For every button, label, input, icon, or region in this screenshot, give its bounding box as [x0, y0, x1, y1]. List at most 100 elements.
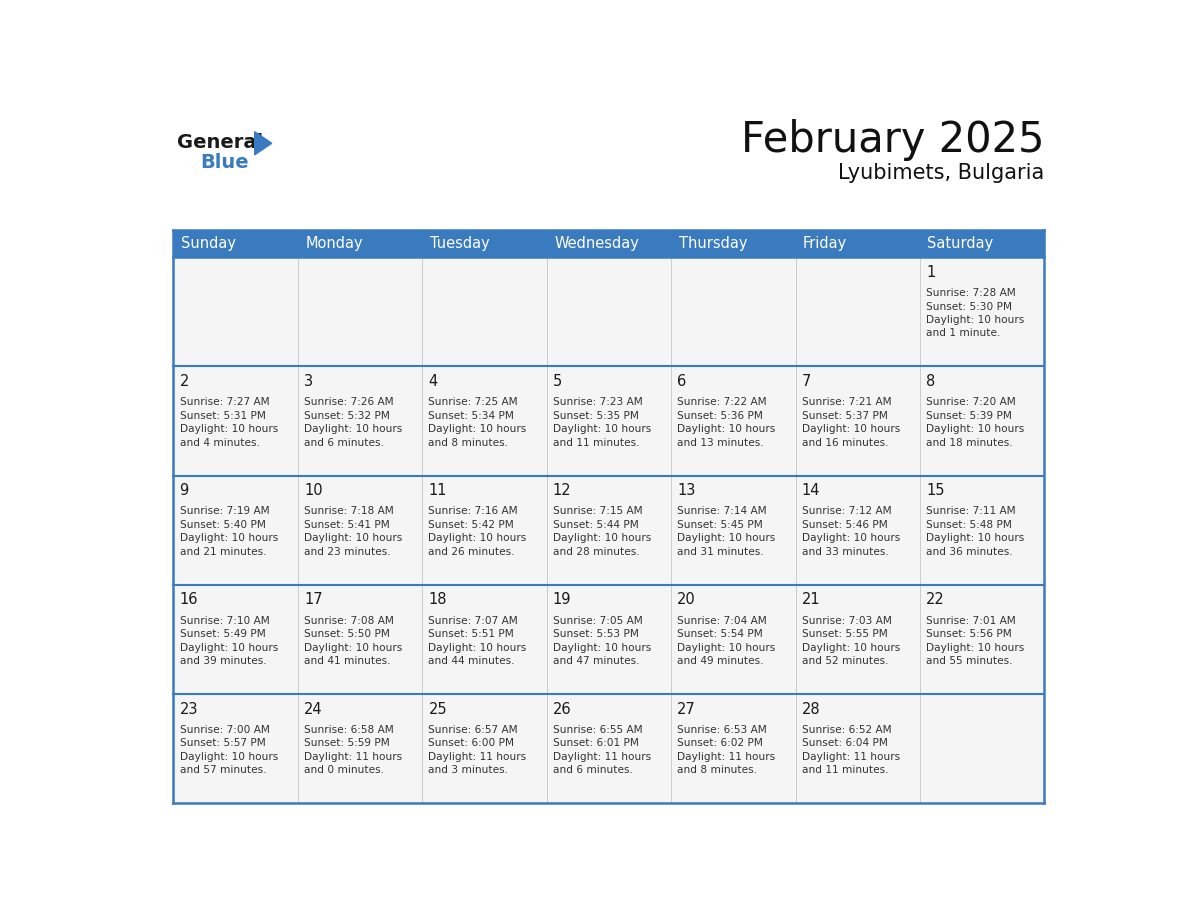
Text: and 8 minutes.: and 8 minutes.	[429, 438, 508, 448]
Text: Sunrise: 7:25 AM: Sunrise: 7:25 AM	[429, 397, 518, 408]
Text: Sunrise: 7:20 AM: Sunrise: 7:20 AM	[927, 397, 1016, 408]
Text: and 13 minutes.: and 13 minutes.	[677, 438, 764, 448]
Text: Lyubimets, Bulgaria: Lyubimets, Bulgaria	[839, 162, 1044, 183]
Text: and 55 minutes.: and 55 minutes.	[927, 656, 1012, 666]
Text: Sunrise: 7:07 AM: Sunrise: 7:07 AM	[429, 616, 518, 625]
Text: Sunrise: 7:27 AM: Sunrise: 7:27 AM	[179, 397, 270, 408]
Text: 19: 19	[552, 592, 571, 608]
Text: Sunrise: 6:57 AM: Sunrise: 6:57 AM	[429, 725, 518, 734]
Text: Sunrise: 7:05 AM: Sunrise: 7:05 AM	[552, 616, 643, 625]
Text: and 49 minutes.: and 49 minutes.	[677, 656, 764, 666]
Text: 10: 10	[304, 483, 323, 498]
Text: 8: 8	[927, 375, 935, 389]
Text: and 39 minutes.: and 39 minutes.	[179, 656, 266, 666]
Text: Tuesday: Tuesday	[430, 236, 489, 251]
Bar	[173, 585, 298, 694]
Text: 5: 5	[552, 375, 562, 389]
Text: Daylight: 10 hours: Daylight: 10 hours	[552, 424, 651, 434]
Text: 14: 14	[802, 483, 820, 498]
Bar	[298, 694, 422, 803]
Text: Sunset: 5:55 PM: Sunset: 5:55 PM	[802, 629, 887, 639]
Text: Sunrise: 7:18 AM: Sunrise: 7:18 AM	[304, 507, 393, 517]
Text: Sunset: 5:35 PM: Sunset: 5:35 PM	[552, 410, 639, 420]
Text: 22: 22	[927, 592, 944, 608]
Text: Sunset: 6:04 PM: Sunset: 6:04 PM	[802, 738, 887, 748]
Text: and 1 minute.: and 1 minute.	[927, 329, 1000, 339]
Bar	[422, 476, 546, 585]
Text: Sunset: 5:50 PM: Sunset: 5:50 PM	[304, 629, 390, 639]
Text: Daylight: 10 hours: Daylight: 10 hours	[429, 643, 526, 653]
Text: Sunrise: 6:52 AM: Sunrise: 6:52 AM	[802, 725, 891, 734]
Text: 21: 21	[802, 592, 821, 608]
Bar	[422, 366, 546, 476]
Text: and 31 minutes.: and 31 minutes.	[677, 547, 764, 557]
Text: 9: 9	[179, 483, 189, 498]
Text: Sunrise: 7:28 AM: Sunrise: 7:28 AM	[927, 288, 1016, 298]
Bar	[796, 585, 920, 694]
Text: 2: 2	[179, 375, 189, 389]
Text: Daylight: 10 hours: Daylight: 10 hours	[802, 424, 901, 434]
Bar	[546, 585, 671, 694]
Text: Sunrise: 7:10 AM: Sunrise: 7:10 AM	[179, 616, 270, 625]
Text: Sunset: 5:39 PM: Sunset: 5:39 PM	[927, 410, 1012, 420]
Text: 20: 20	[677, 592, 696, 608]
Text: Daylight: 10 hours: Daylight: 10 hours	[802, 643, 901, 653]
Text: Sunset: 5:48 PM: Sunset: 5:48 PM	[927, 520, 1012, 530]
Text: Sunset: 5:53 PM: Sunset: 5:53 PM	[552, 629, 639, 639]
Text: and 21 minutes.: and 21 minutes.	[179, 547, 266, 557]
Text: and 6 minutes.: and 6 minutes.	[552, 766, 633, 775]
Text: Sunrise: 7:23 AM: Sunrise: 7:23 AM	[552, 397, 643, 408]
Text: Daylight: 10 hours: Daylight: 10 hours	[429, 533, 526, 543]
Text: Sunrise: 7:08 AM: Sunrise: 7:08 AM	[304, 616, 394, 625]
Text: and 3 minutes.: and 3 minutes.	[429, 766, 508, 775]
Text: Sunset: 5:42 PM: Sunset: 5:42 PM	[429, 520, 514, 530]
Bar	[173, 694, 298, 803]
Text: and 11 minutes.: and 11 minutes.	[802, 766, 889, 775]
Text: Sunset: 5:34 PM: Sunset: 5:34 PM	[429, 410, 514, 420]
Bar	[546, 694, 671, 803]
Text: Daylight: 10 hours: Daylight: 10 hours	[179, 424, 278, 434]
Bar	[546, 230, 671, 257]
Text: and 6 minutes.: and 6 minutes.	[304, 438, 384, 448]
Text: Sunset: 5:31 PM: Sunset: 5:31 PM	[179, 410, 265, 420]
Bar	[920, 366, 1044, 476]
Text: and 8 minutes.: and 8 minutes.	[677, 766, 757, 775]
Text: 7: 7	[802, 375, 811, 389]
Text: 17: 17	[304, 592, 323, 608]
Text: 15: 15	[927, 483, 944, 498]
Text: Sunrise: 7:21 AM: Sunrise: 7:21 AM	[802, 397, 891, 408]
Text: Sunset: 5:57 PM: Sunset: 5:57 PM	[179, 738, 265, 748]
Text: Sunrise: 7:22 AM: Sunrise: 7:22 AM	[677, 397, 767, 408]
Text: Sunset: 5:56 PM: Sunset: 5:56 PM	[927, 629, 1012, 639]
Text: Thursday: Thursday	[678, 236, 747, 251]
Text: and 18 minutes.: and 18 minutes.	[927, 438, 1013, 448]
Text: 6: 6	[677, 375, 687, 389]
Text: Sunrise: 6:55 AM: Sunrise: 6:55 AM	[552, 725, 643, 734]
Text: Daylight: 11 hours: Daylight: 11 hours	[429, 752, 526, 762]
Bar	[298, 366, 422, 476]
Bar	[796, 476, 920, 585]
Bar	[298, 476, 422, 585]
Text: 16: 16	[179, 592, 198, 608]
Bar	[173, 230, 298, 257]
Text: Sunset: 5:44 PM: Sunset: 5:44 PM	[552, 520, 639, 530]
Text: Sunrise: 7:12 AM: Sunrise: 7:12 AM	[802, 507, 891, 517]
Text: Daylight: 10 hours: Daylight: 10 hours	[802, 533, 901, 543]
Bar	[298, 585, 422, 694]
Text: and 36 minutes.: and 36 minutes.	[927, 547, 1013, 557]
Text: Daylight: 10 hours: Daylight: 10 hours	[927, 424, 1024, 434]
Text: 23: 23	[179, 701, 198, 717]
Bar	[796, 257, 920, 366]
Text: 24: 24	[304, 701, 323, 717]
Text: Daylight: 10 hours: Daylight: 10 hours	[677, 533, 776, 543]
Text: Daylight: 10 hours: Daylight: 10 hours	[677, 424, 776, 434]
Text: Sunrise: 7:01 AM: Sunrise: 7:01 AM	[927, 616, 1016, 625]
Text: 3: 3	[304, 375, 314, 389]
Bar	[173, 257, 298, 366]
Bar	[671, 366, 796, 476]
Text: Sunrise: 7:00 AM: Sunrise: 7:00 AM	[179, 725, 270, 734]
Text: Sunset: 5:59 PM: Sunset: 5:59 PM	[304, 738, 390, 748]
Bar	[671, 585, 796, 694]
Text: Daylight: 11 hours: Daylight: 11 hours	[677, 752, 776, 762]
Text: 12: 12	[552, 483, 571, 498]
